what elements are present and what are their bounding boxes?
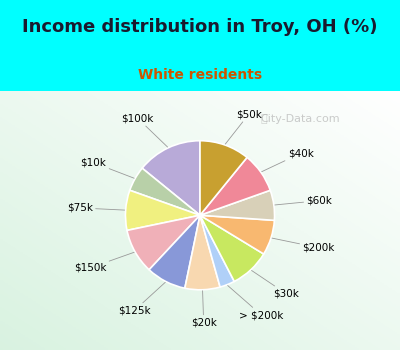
Text: $100k: $100k	[122, 113, 168, 147]
Wedge shape	[200, 190, 274, 220]
Text: $40k: $40k	[262, 148, 314, 172]
Wedge shape	[185, 215, 220, 290]
Wedge shape	[142, 141, 200, 215]
Text: > $200k: > $200k	[228, 286, 284, 320]
Wedge shape	[149, 215, 200, 288]
Wedge shape	[200, 215, 234, 287]
Wedge shape	[200, 158, 270, 215]
Wedge shape	[130, 168, 200, 215]
Text: $150k: $150k	[74, 252, 134, 273]
Wedge shape	[126, 190, 200, 230]
Wedge shape	[127, 215, 200, 270]
Wedge shape	[200, 215, 274, 254]
Text: $20k: $20k	[191, 291, 217, 328]
Text: White residents: White residents	[138, 68, 262, 82]
Text: $10k: $10k	[80, 158, 134, 178]
Text: $30k: $30k	[252, 271, 299, 299]
Text: $60k: $60k	[275, 196, 332, 206]
Text: $200k: $200k	[272, 238, 335, 253]
Wedge shape	[200, 141, 247, 215]
Text: $50k: $50k	[225, 109, 262, 144]
Text: City-Data.com: City-Data.com	[260, 114, 340, 125]
Text: Income distribution in Troy, OH (%): Income distribution in Troy, OH (%)	[22, 18, 378, 36]
Wedge shape	[200, 215, 264, 281]
Text: ⓘ: ⓘ	[261, 114, 267, 125]
Text: $75k: $75k	[67, 203, 125, 213]
Text: $125k: $125k	[118, 282, 165, 316]
